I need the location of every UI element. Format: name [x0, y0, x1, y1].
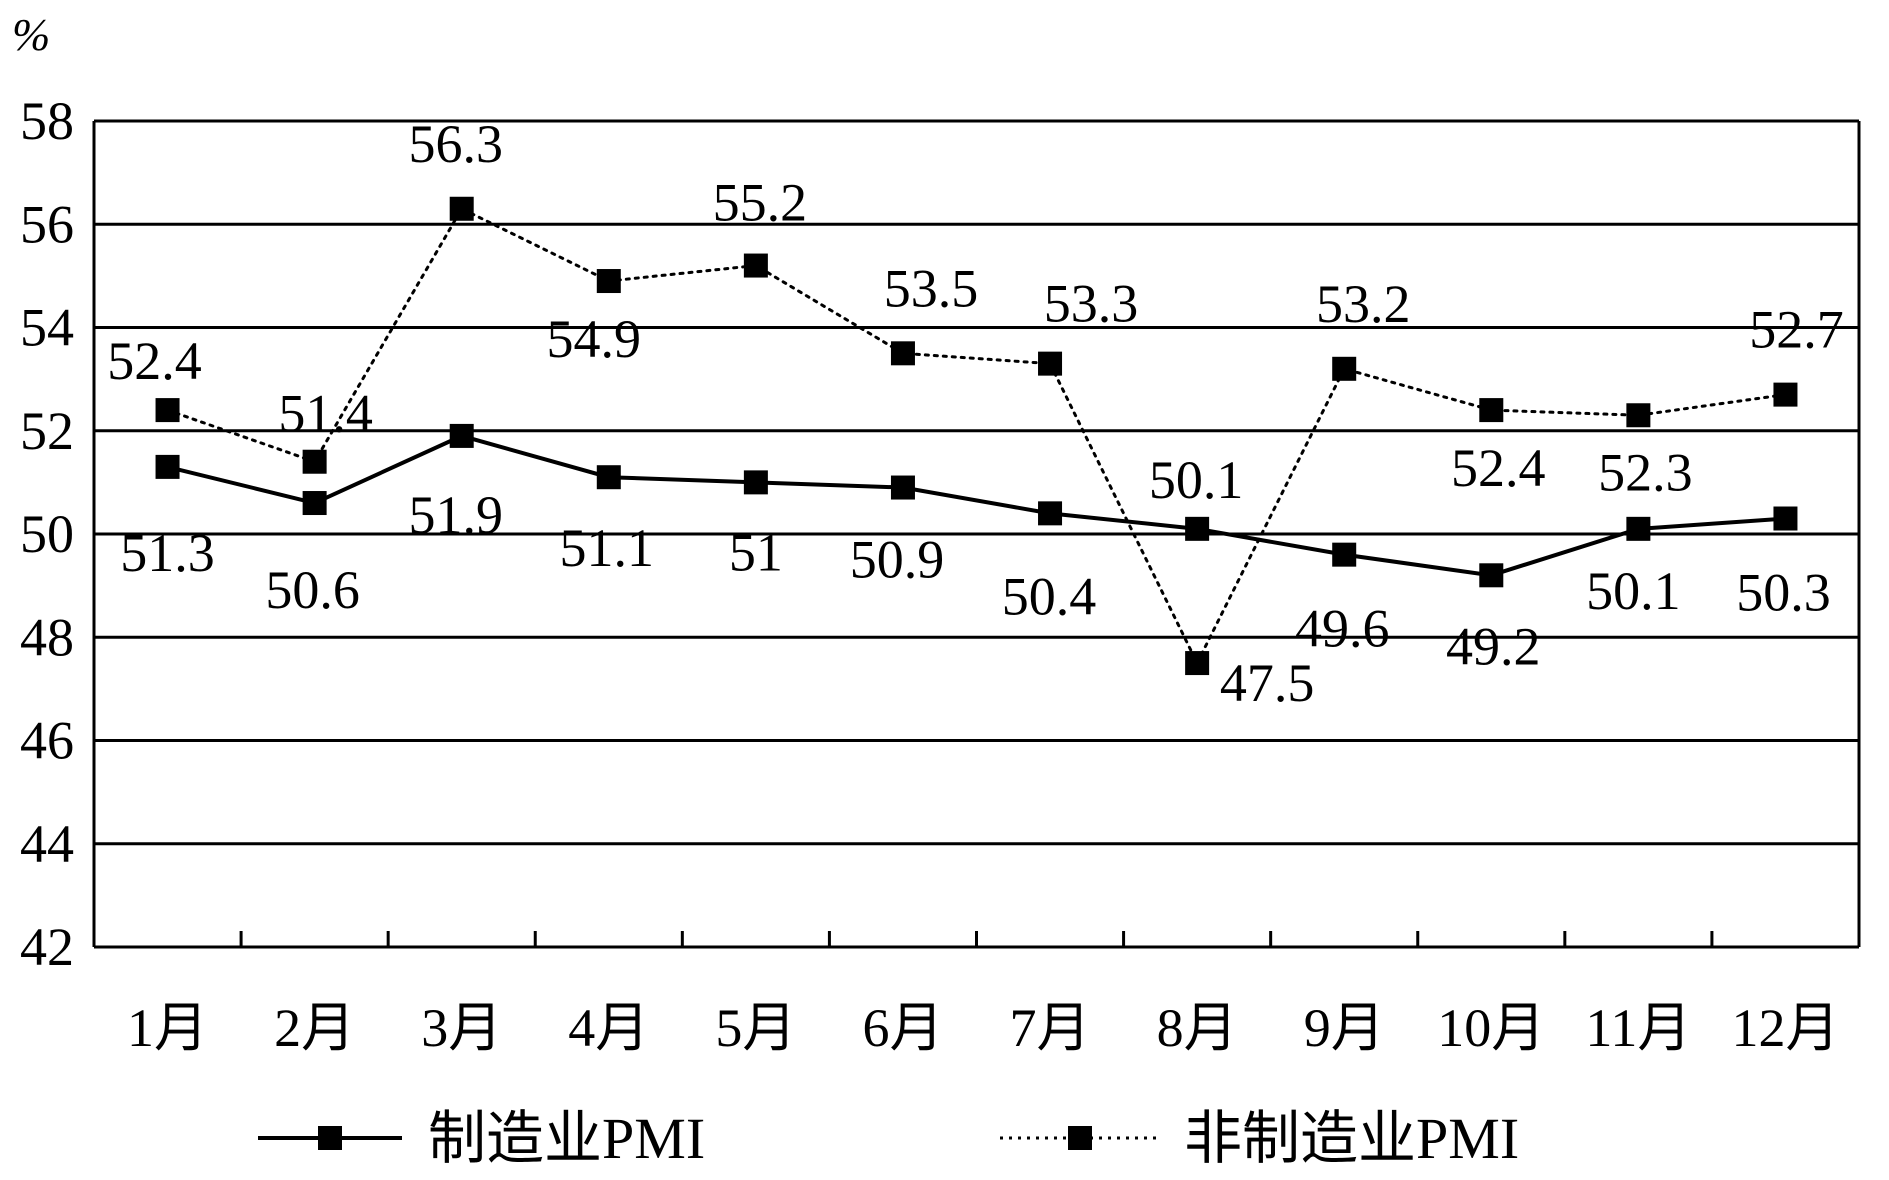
x-tick-label: 6月 [862, 998, 943, 1058]
data-point-marker [596, 269, 621, 294]
data-point-marker [1185, 516, 1210, 541]
data-label: 51.3 [120, 523, 215, 583]
data-point-marker [1773, 382, 1798, 407]
x-tick-label: 1月 [127, 998, 208, 1058]
data-label: 51.4 [278, 384, 373, 444]
x-tick-label: 3月 [421, 998, 502, 1058]
y-tick-label: 52 [20, 401, 74, 461]
data-point-marker [449, 196, 474, 221]
series-line-1 [166, 206, 1787, 667]
x-tick-label: 2月 [274, 998, 355, 1058]
data-point-marker [743, 253, 768, 278]
data-point-marker [302, 491, 327, 516]
series-line-0 [165, 433, 1788, 578]
data-point-marker [596, 465, 621, 490]
data-label: 51.9 [408, 485, 503, 545]
x-tick-label: 5月 [715, 998, 796, 1058]
data-label: 53.2 [1316, 274, 1411, 334]
data-label: 52.7 [1749, 300, 1844, 360]
data-label: 50.9 [850, 530, 945, 590]
y-tick-label: 58 [20, 91, 74, 151]
x-tick-label: 10月 [1437, 998, 1545, 1058]
data-label: 52.4 [1451, 438, 1546, 498]
data-label: 55.2 [713, 173, 808, 233]
data-point-marker [1773, 506, 1798, 531]
x-tick-label: 8月 [1157, 998, 1238, 1058]
y-tick-label: 54 [20, 298, 74, 358]
data-label: 54.9 [547, 309, 642, 369]
series-layer [155, 196, 1798, 676]
data-point-marker [1626, 403, 1651, 428]
data-label: 51.1 [560, 518, 655, 578]
x-tick-label: 9月 [1304, 998, 1385, 1058]
data-point-marker [1332, 356, 1357, 381]
axis-layer: 42 44 46 48 50 52 54 56 58 1月 2月 3月 4月 5月 6月 7月 8月 9月 10月 1… [12, 9, 1861, 1058]
data-point-marker [1626, 516, 1651, 541]
data-point-marker [1185, 651, 1210, 676]
data-label: 53.3 [1044, 274, 1139, 334]
y-unit-label: % [12, 9, 50, 60]
data-point-marker [1479, 398, 1504, 423]
y-tick-label: 44 [20, 814, 74, 874]
x-tick-label: 4月 [568, 998, 649, 1058]
legend: 制造业PMI 非制造业PMI [258, 1106, 1519, 1171]
data-label: 53.5 [884, 258, 979, 318]
data-label: 52.3 [1598, 442, 1693, 502]
data-label: 50.1 [1149, 450, 1244, 510]
data-point-marker [1479, 563, 1504, 588]
y-tick-label: 46 [20, 711, 74, 771]
data-point-marker [449, 423, 474, 448]
y-tick-label: 50 [20, 504, 74, 564]
x-tick-label: 12月 [1731, 998, 1839, 1058]
y-tick-label: 42 [20, 917, 74, 977]
data-point-marker [302, 449, 327, 474]
data-label: 51 [729, 522, 783, 582]
data-label: 49.2 [1446, 616, 1541, 676]
y-tick-label: 56 [20, 194, 74, 254]
data-label: 50.1 [1586, 561, 1681, 621]
data-point-marker [890, 475, 915, 500]
data-point-marker [1038, 351, 1063, 376]
data-point-marker [1332, 542, 1357, 567]
data-point-marker [155, 398, 180, 423]
data-label: 50.6 [265, 560, 360, 620]
legend-label: 制造业PMI [428, 1106, 705, 1171]
legend-marker-0 [318, 1126, 342, 1150]
data-label: 49.6 [1295, 599, 1390, 659]
data-point-marker [743, 470, 768, 495]
x-tick-label: 7月 [1010, 998, 1091, 1058]
grid-layer [94, 119, 1859, 846]
legend-marker-1 [1068, 1126, 1092, 1150]
data-point-marker [1038, 501, 1063, 526]
data-label: 52.4 [107, 331, 202, 391]
data-point-marker [890, 341, 915, 366]
data-label: 47.5 [1220, 653, 1315, 713]
data-label: 50.3 [1736, 563, 1831, 623]
data-label: 56.3 [408, 114, 503, 174]
data-label-layer: 51.3 50.6 51.9 51.1 51 50.9 50.4 50.1 49.6 49.2 50… [107, 114, 1843, 713]
x-tick-label: 11月 [1585, 998, 1691, 1058]
data-label: 50.4 [1002, 566, 1097, 626]
y-tick-label: 48 [20, 607, 74, 667]
data-point-marker [155, 454, 180, 479]
legend-label: 非制造业PMI [1184, 1106, 1519, 1171]
